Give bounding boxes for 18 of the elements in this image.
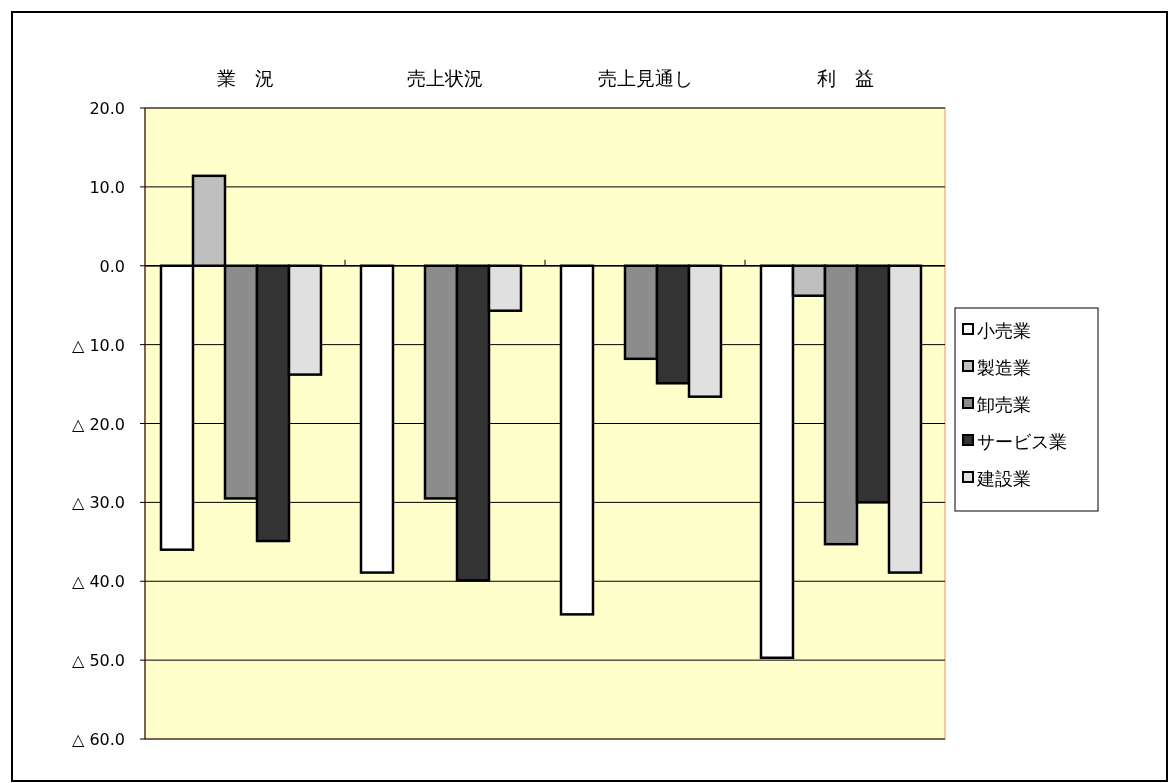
y-tick-label: 10.0: [89, 177, 125, 197]
y-tick-label: △ 60.0: [71, 730, 125, 749]
x-tick-label: 業 況: [216, 67, 274, 89]
legend-label: 卸売業: [977, 394, 1031, 415]
y-tick-label: △ 30.0: [71, 493, 125, 513]
legend-label: 製造業: [977, 357, 1031, 378]
y-tick-label: △ 40.0: [71, 572, 125, 592]
y-tick-label: 20.0: [89, 99, 125, 118]
legend-label: 小売業: [977, 320, 1031, 341]
x-tick-label: 売上見通し: [597, 67, 693, 89]
x-tick-label: 売上状況: [407, 67, 483, 89]
y-tick-label: △ 50.0: [71, 651, 125, 671]
x-tick-label: 利 益: [816, 67, 874, 89]
y-tick-label: 0.0: [99, 256, 125, 276]
y-tick-label: △ 10.0: [71, 335, 125, 355]
y-tick-label: △ 20.0: [71, 414, 125, 434]
legend-label: 建設業: [976, 468, 1031, 489]
legend-label: サービス業: [977, 431, 1067, 452]
